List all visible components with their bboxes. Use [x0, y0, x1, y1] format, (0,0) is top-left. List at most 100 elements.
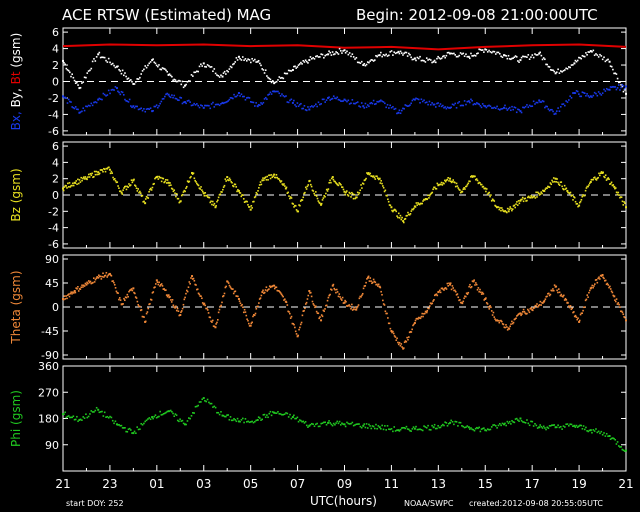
sample-point-phi [149, 418, 152, 421]
sample-point-theta [529, 308, 532, 310]
data-point-theta [390, 330, 393, 332]
sample-point-theta [421, 312, 424, 315]
sample-point-theta [175, 305, 177, 308]
sample-point-theta [599, 274, 602, 277]
sample-point-theta [106, 276, 109, 278]
y-tick-label-bxbyt: -6 [48, 125, 59, 138]
sample-point-by [106, 61, 109, 63]
sample-point-bx [398, 109, 401, 112]
sample-point-bx [419, 101, 421, 104]
data-point-theta [378, 285, 381, 288]
sample-point-bz [527, 195, 530, 198]
sample-point-by [76, 81, 78, 84]
sample-point-theta [174, 307, 176, 309]
sample-point-bx [522, 106, 524, 109]
sample-point-theta [568, 306, 571, 309]
sample-point-by [504, 54, 506, 57]
sample-point-bz [440, 181, 443, 184]
sample-point-bx [622, 85, 625, 87]
sample-point-bz [253, 196, 256, 199]
sample-point-theta [520, 314, 522, 317]
sample-point-bz [461, 190, 464, 193]
data-point-bx [308, 108, 311, 111]
sample-point-bx [447, 107, 450, 109]
sample-point-phi [110, 416, 113, 419]
sample-point-bz [361, 182, 364, 185]
sample-point-by [171, 75, 173, 78]
sample-point-bz [275, 174, 278, 176]
sample-point-phi [570, 423, 573, 426]
sample-point-bx [279, 95, 282, 97]
sample-point-theta [423, 312, 426, 315]
sample-point-by [415, 59, 417, 62]
sample-point-bz [197, 184, 200, 187]
sample-point-theta [467, 291, 470, 294]
sample-point-bz [415, 202, 418, 204]
sample-point-by [216, 74, 218, 76]
sample-point-bz [206, 194, 208, 197]
sample-point-theta [617, 302, 620, 304]
sample-point-bx [541, 100, 544, 102]
sample-point-bx [190, 104, 193, 107]
sample-point-phi [106, 415, 109, 418]
sample-point-bx [140, 107, 143, 110]
sample-point-phi [226, 414, 228, 416]
sample-point-phi [72, 415, 75, 418]
sample-point-bz [129, 184, 132, 186]
sample-point-by [239, 57, 241, 60]
sample-point-bz [611, 184, 614, 187]
sample-point-by [623, 89, 626, 91]
sample-point-phi [486, 428, 489, 430]
sample-point-bz [444, 179, 446, 182]
sample-point-phi [304, 420, 307, 423]
sample-point-theta [604, 279, 606, 282]
sample-point-theta [121, 303, 124, 305]
sample-point-bx [233, 93, 235, 96]
sample-point-bx [315, 103, 317, 106]
data-point-bx [327, 96, 330, 99]
sample-point-by [607, 58, 609, 61]
sample-point-by [385, 53, 387, 56]
sample-point-phi [300, 419, 302, 422]
sample-point-bz [418, 203, 421, 206]
sample-point-phi [117, 424, 119, 426]
sample-point-phi [70, 416, 72, 419]
sample-point-phi [290, 417, 293, 420]
sample-point-bx [372, 99, 375, 102]
sample-point-bz [475, 178, 478, 180]
sample-point-theta [397, 341, 399, 344]
sample-point-theta [294, 326, 296, 329]
sample-point-bx [479, 104, 482, 107]
sample-point-bz [212, 204, 215, 207]
y-tick-label-theta: -90 [41, 349, 59, 362]
sample-point-bz [598, 172, 600, 175]
sample-point-bx [245, 97, 248, 99]
sample-point-bz [285, 186, 288, 189]
sample-point-by [274, 81, 277, 84]
sample-point-by [287, 69, 290, 72]
sample-point-by [461, 53, 463, 55]
sample-point-phi [196, 405, 198, 408]
x-tick-label: 11 [384, 477, 399, 491]
sample-point-by [305, 60, 308, 63]
sample-point-bz [367, 172, 370, 174]
sample-point-theta [426, 309, 429, 312]
sample-point-by [169, 74, 172, 77]
sample-point-bx [338, 99, 341, 101]
sample-point-phi [165, 411, 167, 414]
sample-point-bz [323, 195, 325, 197]
sample-point-bz [66, 187, 68, 189]
sample-point-theta [540, 304, 542, 306]
sample-point-phi [319, 425, 321, 428]
sample-point-bz [365, 177, 367, 180]
sample-point-bx [296, 102, 299, 104]
sample-point-bz [558, 184, 561, 187]
sample-point-by [444, 56, 446, 59]
sample-point-theta [114, 287, 117, 289]
sample-point-theta [537, 306, 539, 308]
sample-point-bz [576, 202, 579, 205]
sample-point-theta [395, 339, 398, 341]
sample-point-theta [441, 287, 444, 290]
sample-point-phi [144, 420, 147, 423]
sample-point-theta [599, 278, 601, 280]
